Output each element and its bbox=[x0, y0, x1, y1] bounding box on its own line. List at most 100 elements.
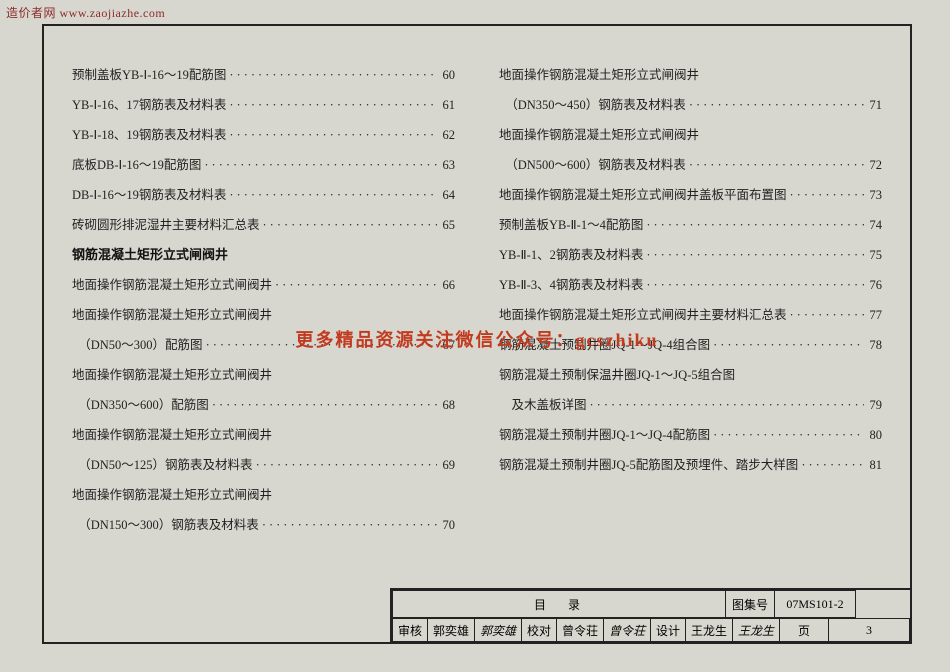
page-number: 3 bbox=[829, 619, 910, 642]
toc-leader-dots: ········································… bbox=[787, 180, 864, 210]
toc-page-number: 66 bbox=[437, 270, 455, 300]
toc-row: YB-Ⅱ-1、2钢筋表及材料表·························… bbox=[499, 240, 882, 270]
toc-page-number: 69 bbox=[437, 450, 455, 480]
page-frame: 预制盖板YB-Ⅰ-16～19配筋图·······················… bbox=[42, 24, 912, 644]
toc-page-number: 75 bbox=[864, 240, 882, 270]
toc-content: 预制盖板YB-Ⅰ-16～19配筋图·······················… bbox=[44, 26, 910, 540]
toc-page-number: 60 bbox=[437, 60, 455, 90]
toc-label: 地面操作钢筋混凝土矩形立式闸阀井 bbox=[72, 360, 272, 390]
toc-row: 地面操作钢筋混凝土矩形立式闸阀井 bbox=[72, 360, 455, 390]
toc-leader-dots: ········································… bbox=[643, 270, 864, 300]
toc-column-left: 预制盖板YB-Ⅰ-16～19配筋图·······················… bbox=[72, 60, 477, 540]
toc-row: 预制盖板YB-Ⅰ-16～19配筋图·······················… bbox=[72, 60, 455, 90]
toc-row: 底板DB-Ⅰ-16～19配筋图·························… bbox=[72, 150, 455, 180]
toc-label: 钢筋混凝土预制井圈JQ-5配筋图及预埋件、踏步大样图 bbox=[499, 450, 798, 480]
watermark-text: 更多精品资源关注微信公众号：gcszhiku bbox=[44, 326, 910, 352]
toc-label: （DN350～450）钢筋表及材料表 bbox=[499, 90, 686, 120]
toc-leader-dots: ········································… bbox=[253, 450, 437, 480]
designer-signature: 王龙生 bbox=[733, 619, 780, 642]
toc-row: （DN150～300）钢筋表及材料表······················… bbox=[72, 510, 455, 540]
toc-leader-dots: ········································… bbox=[710, 420, 864, 450]
toc-leader-dots: ········································… bbox=[643, 240, 864, 270]
toc-page-number: 61 bbox=[437, 90, 455, 120]
toc-leader-dots: ········································… bbox=[272, 270, 437, 300]
toc-page-number: 64 bbox=[437, 180, 455, 210]
toc-leader-dots: ········································… bbox=[260, 210, 437, 240]
toc-row: 砖砌圆形排泥湿井主要材料汇总表·························… bbox=[72, 210, 455, 240]
toc-row: （DN50～125）钢筋表及材料表·······················… bbox=[72, 450, 455, 480]
toc-row: YB-Ⅰ-18、19钢筋表及材料表·······················… bbox=[72, 120, 455, 150]
reviewer-signature: 郭奕雄 bbox=[475, 619, 522, 642]
toc-leader-dots: ········································… bbox=[686, 90, 864, 120]
toc-row: 地面操作钢筋混凝土矩形立式闸阀井 bbox=[72, 480, 455, 510]
toc-row: 地面操作钢筋混凝土矩形立式闸阀井盖板平面布置图·················… bbox=[499, 180, 882, 210]
toc-leader-dots: ········································… bbox=[686, 150, 864, 180]
toc-page-number: 80 bbox=[864, 420, 882, 450]
toc-page-number: 65 bbox=[437, 210, 455, 240]
toc-page-number: 81 bbox=[864, 450, 882, 480]
toc-leader-dots: ········································… bbox=[643, 210, 864, 240]
toc-row: YB-Ⅰ-16、17钢筋表及材料表·······················… bbox=[72, 90, 455, 120]
toc-row: 钢筋混凝土预制井圈JQ-1～JQ-4配筋图···················… bbox=[499, 420, 882, 450]
toc-label: YB-Ⅰ-16、17钢筋表及材料表 bbox=[72, 90, 226, 120]
proofer-name: 曾令荘 bbox=[557, 619, 604, 642]
toc-label: 底板DB-Ⅰ-16～19配筋图 bbox=[72, 150, 201, 180]
toc-label: （DN350～600）配筋图 bbox=[72, 390, 209, 420]
toc-label: YB-Ⅰ-18、19钢筋表及材料表 bbox=[72, 120, 226, 150]
toc-label: 地面操作钢筋混凝土矩形立式闸阀井 bbox=[499, 120, 699, 150]
toc-label: （DN150～300）钢筋表及材料表 bbox=[72, 510, 259, 540]
toc-leader-dots: ········································… bbox=[798, 450, 864, 480]
toc-page-number: 79 bbox=[864, 390, 882, 420]
page-label: 页 bbox=[780, 619, 829, 642]
toc-leader-dots: ········································… bbox=[209, 390, 437, 420]
toc-row: （DN350～600）配筋图··························… bbox=[72, 390, 455, 420]
proof-label: 校对 bbox=[522, 619, 557, 642]
atlas-number: 07MS101-2 bbox=[775, 591, 856, 618]
toc-label: 地面操作钢筋混凝土矩形立式闸阀井 bbox=[499, 60, 699, 90]
review-label: 审核 bbox=[393, 619, 428, 642]
toc-leader-dots: ········································… bbox=[226, 90, 437, 120]
toc-label: 预制盖板YB-Ⅱ-1～4配筋图 bbox=[499, 210, 643, 240]
toc-page-number: 71 bbox=[864, 90, 882, 120]
toc-page-number: 62 bbox=[437, 120, 455, 150]
toc-label: （DN50～125）钢筋表及材料表 bbox=[72, 450, 253, 480]
toc-leader-dots: ········································… bbox=[587, 390, 864, 420]
toc-page-number: 76 bbox=[864, 270, 882, 300]
toc-label: 砖砌圆形排泥湿井主要材料汇总表 bbox=[72, 210, 260, 240]
toc-row: 地面操作钢筋混凝土矩形立式闸阀井 bbox=[72, 420, 455, 450]
toc-row: 钢筋混凝土预制保温井圈JQ-1～JQ-5组合图 bbox=[499, 360, 882, 390]
toc-page-number: 63 bbox=[437, 150, 455, 180]
toc-label: 地面操作钢筋混凝土矩形立式闸阀井盖板平面布置图 bbox=[499, 180, 787, 210]
toc-label: 钢筋混凝土预制井圈JQ-1～JQ-4配筋图 bbox=[499, 420, 710, 450]
toc-label: 地面操作钢筋混凝土矩形立式闸阀井 bbox=[72, 480, 272, 510]
toc-label: （DN500～600）钢筋表及材料表 bbox=[499, 150, 686, 180]
atlas-label: 图集号 bbox=[726, 591, 775, 618]
document-page: 造价者网 www.zaojiazhe.com 预制盖板YB-Ⅰ-16～19配筋图… bbox=[0, 0, 950, 672]
toc-label: 预制盖板YB-Ⅰ-16～19配筋图 bbox=[72, 60, 226, 90]
toc-label: 地面操作钢筋混凝土矩形立式闸阀井 bbox=[72, 420, 272, 450]
toc-column-right: 地面操作钢筋混凝土矩形立式闸阀井 （DN350～450）钢筋表及材料表·····… bbox=[477, 60, 882, 540]
toc-row: DB-Ⅰ-16～19钢筋表及材料表·······················… bbox=[72, 180, 455, 210]
toc-leader-dots: ········································… bbox=[259, 510, 437, 540]
toc-label: 钢筋混凝土预制保温井圈JQ-1～JQ-5组合图 bbox=[499, 360, 735, 390]
toc-page-number: 68 bbox=[437, 390, 455, 420]
toc-row: （DN350～450）钢筋表及材料表······················… bbox=[499, 90, 882, 120]
toc-row: 地面操作钢筋混凝土矩形立式闸阀井························… bbox=[72, 270, 455, 300]
toc-row: YB-Ⅱ-3、4钢筋表及材料表·························… bbox=[499, 270, 882, 300]
toc-label: YB-Ⅱ-3、4钢筋表及材料表 bbox=[499, 270, 643, 300]
toc-page-number: 74 bbox=[864, 210, 882, 240]
designer-name: 王龙生 bbox=[686, 619, 733, 642]
proofer-signature: 曾令荘 bbox=[604, 619, 651, 642]
toc-row: 钢筋混凝土预制井圈JQ-5配筋图及预埋件、踏步大样图··············… bbox=[499, 450, 882, 480]
toc-leader-dots: ········································… bbox=[226, 60, 437, 90]
toc-row: 地面操作钢筋混凝土矩形立式闸阀井 bbox=[499, 120, 882, 150]
reviewer-name: 郭奕雄 bbox=[428, 619, 475, 642]
toc-leader-dots: ········································… bbox=[226, 180, 437, 210]
toc-label: 地面操作钢筋混凝土矩形立式闸阀井 bbox=[72, 270, 272, 300]
toc-row: 及木盖板详图··································… bbox=[499, 390, 882, 420]
toc-section-heading: 钢筋混凝土矩形立式闸阀井 bbox=[72, 240, 455, 270]
toc-leader-dots: ········································… bbox=[226, 120, 437, 150]
toc-label: DB-Ⅰ-16～19钢筋表及材料表 bbox=[72, 180, 226, 210]
toc-label: 及木盖板详图 bbox=[499, 390, 587, 420]
toc-leader-dots: ········································… bbox=[201, 150, 437, 180]
